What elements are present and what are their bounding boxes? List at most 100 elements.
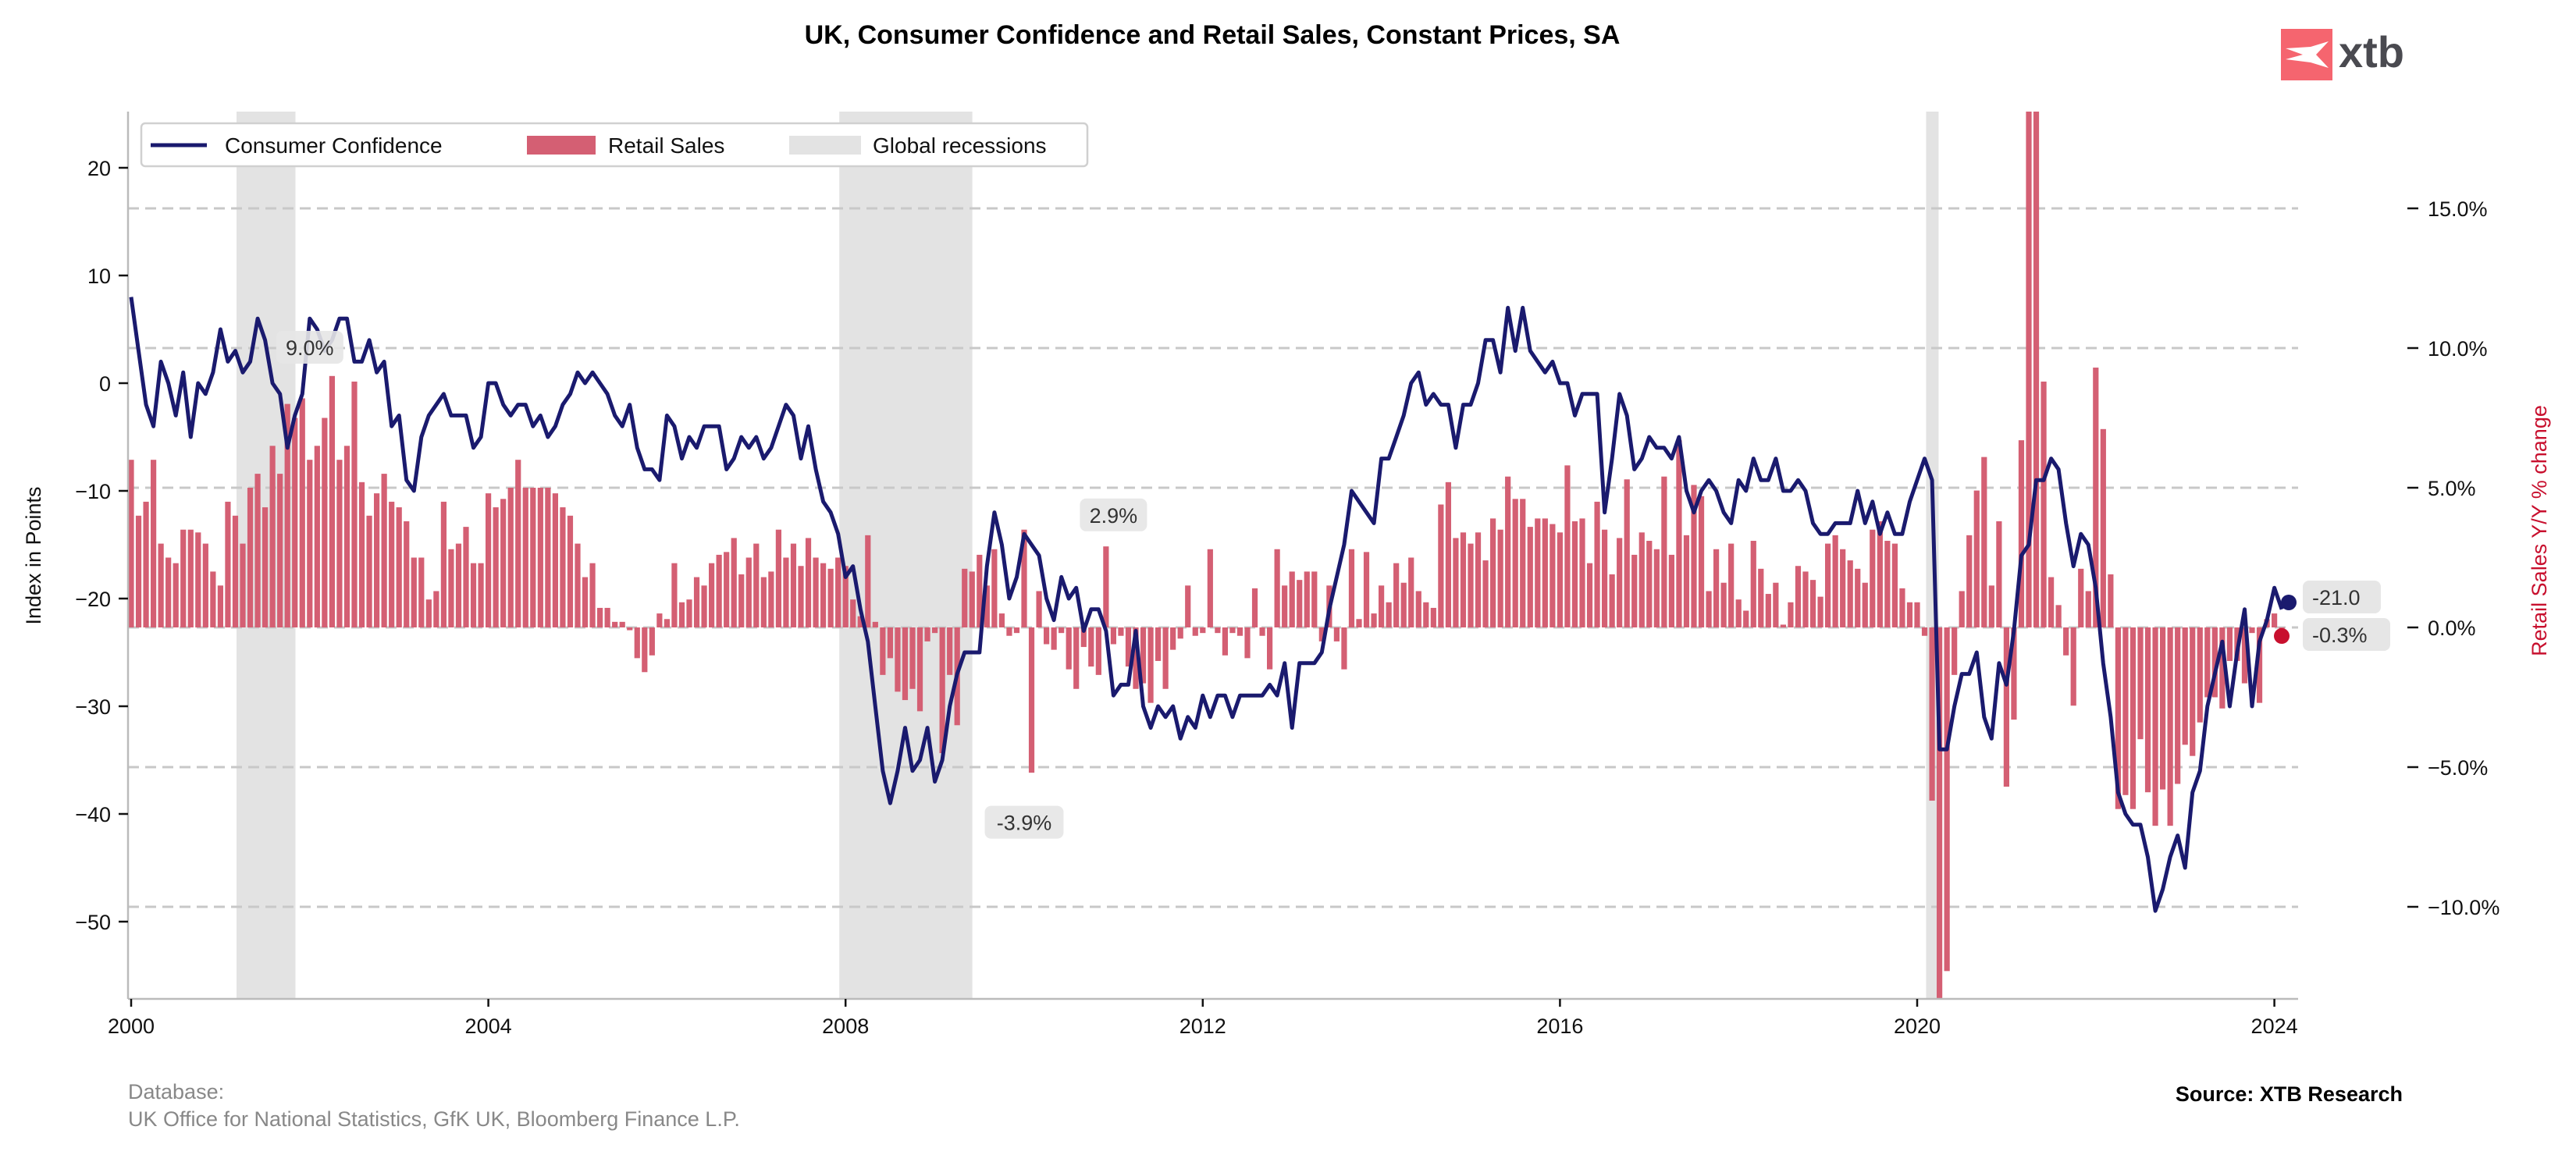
retail-sales-bar xyxy=(1147,627,1154,703)
retail-sales-bar xyxy=(2204,627,2211,698)
consumer-confidence-line xyxy=(129,297,2284,913)
retail-sales-bar xyxy=(1855,568,1861,627)
retail-sales-bar xyxy=(1088,627,1094,667)
retail-sales-bar xyxy=(1877,521,1883,627)
retail-sales-bar xyxy=(1438,504,1444,627)
retail-sales-bar xyxy=(1631,554,1638,627)
retail-sales-bar xyxy=(180,529,187,627)
retail-last-badge xyxy=(2303,618,2390,651)
retail-sales-bar xyxy=(2115,627,2121,809)
retail-sales-bar xyxy=(1311,571,1318,627)
retail-sales-bar xyxy=(187,529,194,627)
retail-sales-bar xyxy=(1073,627,1080,689)
retail-sales-bar xyxy=(1579,518,1585,627)
chart-title: UK, Consumer Confidence and Retail Sales… xyxy=(805,20,1621,50)
retail-sales-bar xyxy=(537,488,543,627)
retail-sales-bar xyxy=(2256,627,2263,703)
retail-sales-bar xyxy=(254,474,261,627)
retail-sales-bar xyxy=(1177,627,1183,639)
retail-sales-bar xyxy=(768,571,774,627)
retail-sales-bar xyxy=(1125,627,1132,667)
retail-sales-bar xyxy=(455,543,462,627)
retail-sales-bar xyxy=(366,515,372,627)
retail-sales-bar xyxy=(240,543,246,627)
retail-sales-bar xyxy=(1691,485,1697,627)
retail-sales-bar xyxy=(716,554,722,627)
retail-sales-bar xyxy=(1155,627,1162,661)
retail-sales-bar xyxy=(1162,627,1169,689)
retail-sales-bar xyxy=(463,527,469,627)
retail-sales-bar xyxy=(336,460,343,627)
retail-sales-bar xyxy=(753,543,760,627)
retail-sales-bar xyxy=(790,543,797,627)
retail-sales-bar xyxy=(775,529,781,627)
retail-sales-bar xyxy=(1788,602,1794,627)
right-tick-label: 10.0% xyxy=(2428,337,2488,361)
right-axis-label: Retail Sales Y/Y % change xyxy=(2528,405,2551,656)
retail-sales-bar xyxy=(1289,571,1295,627)
retail-sales-bar xyxy=(1490,518,1496,627)
retail-sales-bar xyxy=(2190,627,2196,756)
retail-sales-bars xyxy=(128,112,2285,999)
retail-sales-bar xyxy=(128,460,134,627)
retail-sales-bar xyxy=(1140,627,1147,684)
retail-sales-bar xyxy=(329,375,335,627)
left-tick-label: 20 xyxy=(87,157,111,180)
retail-sales-bar xyxy=(865,535,871,627)
retail-sales-bar xyxy=(269,446,276,627)
retail-sales-bar xyxy=(507,488,514,627)
retail-sales-bar xyxy=(1840,549,1846,627)
retail-sales-bar xyxy=(1586,563,1593,627)
retail-sales-bar xyxy=(1066,627,1072,670)
retail-sales-bar xyxy=(998,613,1005,627)
retail-sales-bar xyxy=(1059,627,1065,634)
retail-sales-bar xyxy=(448,549,454,627)
retail-sales-bar xyxy=(2055,605,2062,627)
retail-sales-bar xyxy=(939,627,945,754)
retail-sales-bar xyxy=(575,543,581,627)
retail-sales-bar xyxy=(195,532,201,627)
legend-label-retail: Retail Sales xyxy=(608,133,724,158)
retail-sales-bar xyxy=(1103,546,1109,627)
retail-sales-bar xyxy=(701,585,707,627)
retail-sales-bar xyxy=(2100,428,2106,627)
retail-sales-bar xyxy=(2048,577,2055,627)
retail-sales-bar xyxy=(277,474,283,627)
retail-sales-bar xyxy=(1356,619,1362,627)
legend-label-confidence: Consumer Confidence xyxy=(225,133,443,158)
xtb-logo-text: xtb xyxy=(2339,27,2404,76)
retail-sales-bar xyxy=(991,549,998,627)
retail-sales-bar xyxy=(545,488,551,627)
retail-sales-bar xyxy=(842,566,849,627)
retail-sales-bar xyxy=(1304,571,1310,627)
retail-sales-bar xyxy=(1251,588,1258,627)
retail-sales-bar xyxy=(1743,610,1749,627)
retail-sales-bar xyxy=(530,488,536,627)
retail-sales-bar xyxy=(470,563,477,627)
retail-sales-bar xyxy=(314,446,320,627)
retail-sales-bar xyxy=(612,621,618,627)
retail-sales-bar xyxy=(1609,574,1615,627)
retail-sales-bar xyxy=(1080,627,1087,648)
retail-sales-bar xyxy=(1817,596,1823,627)
retail-sales-bar xyxy=(597,607,603,627)
retail-sales-bar xyxy=(1921,627,1928,636)
retail-sales-bar xyxy=(664,619,670,627)
retail-sales-bar xyxy=(1348,549,1355,627)
retail-sales-bar xyxy=(292,418,298,627)
left-tick-label: −20 xyxy=(75,588,111,611)
retail-sales-bar xyxy=(486,493,492,627)
retail-sales-bar xyxy=(805,538,812,627)
retail-sales-bar xyxy=(1638,532,1645,627)
retail-sales-bar xyxy=(1393,563,1400,627)
retail-sales-bar xyxy=(284,403,290,627)
retail-sales-bar xyxy=(1006,627,1012,636)
retail-sales-bar xyxy=(358,482,365,627)
retail-sales-bar xyxy=(1720,582,1727,627)
retail-sales-bar xyxy=(709,563,715,627)
retail-sales-bar xyxy=(932,627,938,634)
retail-sales-bar xyxy=(1952,627,1958,675)
left-tick-label: −50 xyxy=(75,911,111,934)
retail-sales-bar xyxy=(1133,627,1139,689)
retail-sales-bar xyxy=(1482,560,1489,627)
